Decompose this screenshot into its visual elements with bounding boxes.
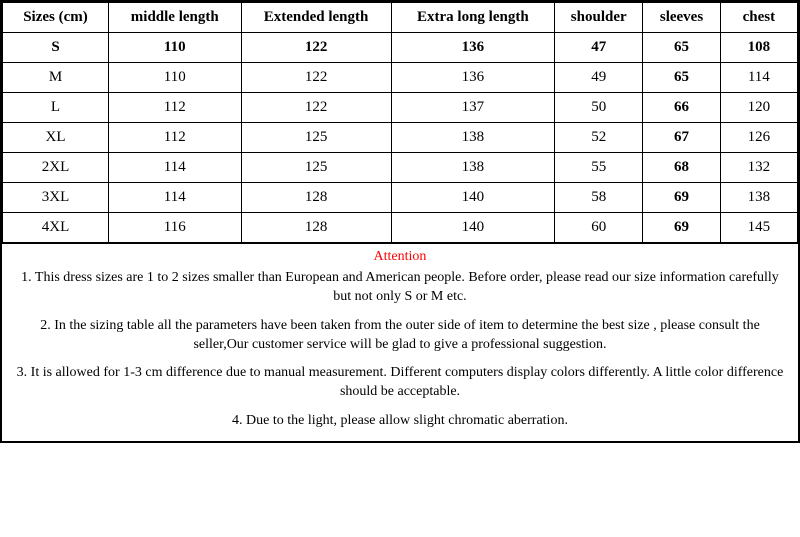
cell-sleeves: 67 — [643, 123, 720, 153]
cell-shoulder: 47 — [555, 33, 643, 63]
cell-middle: 110 — [109, 33, 242, 63]
cell-middle: 116 — [109, 213, 242, 243]
cell-size: XL — [3, 123, 109, 153]
cell-size: L — [3, 93, 109, 123]
cell-chest: 145 — [720, 213, 797, 243]
cell-sleeves: 69 — [643, 183, 720, 213]
cell-extended: 125 — [241, 123, 391, 153]
cell-chest: 138 — [720, 183, 797, 213]
table-row: 2XL1141251385568132 — [3, 153, 798, 183]
cell-extra: 138 — [391, 153, 554, 183]
header-extra-long-length: Extra long length — [391, 3, 554, 33]
cell-size: 2XL — [3, 153, 109, 183]
attention-note-1: 1. This dress sizes are 1 to 2 sizes sma… — [16, 269, 784, 307]
size-chart-container: Sizes (cm) middle length Extended length… — [0, 0, 800, 443]
cell-extra: 140 — [391, 183, 554, 213]
cell-extra: 136 — [391, 63, 554, 93]
cell-shoulder: 49 — [555, 63, 643, 93]
cell-chest: 126 — [720, 123, 797, 153]
attention-note-3: 3. It is allowed for 1-3 cm difference d… — [16, 364, 784, 402]
cell-extended: 122 — [241, 93, 391, 123]
cell-extended: 122 — [241, 33, 391, 63]
cell-shoulder: 58 — [555, 183, 643, 213]
header-chest: chest — [720, 3, 797, 33]
table-header-row: Sizes (cm) middle length Extended length… — [3, 3, 798, 33]
header-middle-length: middle length — [109, 3, 242, 33]
header-sleeves: sleeves — [643, 3, 720, 33]
table-body: S1101221364765108M1101221364965114L11212… — [3, 33, 798, 243]
table-row: 4XL1161281406069145 — [3, 213, 798, 243]
cell-size: 4XL — [3, 213, 109, 243]
cell-chest: 132 — [720, 153, 797, 183]
header-extended-length: Extended length — [241, 3, 391, 33]
cell-shoulder: 60 — [555, 213, 643, 243]
cell-middle: 114 — [109, 183, 242, 213]
cell-sleeves: 65 — [643, 33, 720, 63]
cell-extended: 125 — [241, 153, 391, 183]
cell-shoulder: 55 — [555, 153, 643, 183]
attention-title: Attention — [16, 248, 784, 267]
cell-sleeves: 66 — [643, 93, 720, 123]
table-row: M1101221364965114 — [3, 63, 798, 93]
cell-shoulder: 52 — [555, 123, 643, 153]
cell-extra: 137 — [391, 93, 554, 123]
cell-middle: 114 — [109, 153, 242, 183]
attention-note-4: 4. Due to the light, please allow slight… — [16, 412, 784, 431]
cell-chest: 114 — [720, 63, 797, 93]
cell-sleeves: 65 — [643, 63, 720, 93]
cell-extra: 136 — [391, 33, 554, 63]
attention-block: Attention 1. This dress sizes are 1 to 2… — [2, 243, 798, 441]
cell-shoulder: 50 — [555, 93, 643, 123]
attention-note-2: 2. In the sizing table all the parameter… — [16, 317, 784, 355]
cell-sleeves: 69 — [643, 213, 720, 243]
table-row: S1101221364765108 — [3, 33, 798, 63]
cell-sleeves: 68 — [643, 153, 720, 183]
cell-middle: 112 — [109, 93, 242, 123]
cell-middle: 112 — [109, 123, 242, 153]
cell-extended: 122 — [241, 63, 391, 93]
table-row: 3XL1141281405869138 — [3, 183, 798, 213]
cell-extended: 128 — [241, 183, 391, 213]
header-sizes: Sizes (cm) — [3, 3, 109, 33]
table-row: XL1121251385267126 — [3, 123, 798, 153]
cell-size: M — [3, 63, 109, 93]
cell-chest: 108 — [720, 33, 797, 63]
cell-extra: 140 — [391, 213, 554, 243]
table-row: L1121221375066120 — [3, 93, 798, 123]
size-table: Sizes (cm) middle length Extended length… — [2, 2, 798, 243]
header-shoulder: shoulder — [555, 3, 643, 33]
cell-chest: 120 — [720, 93, 797, 123]
cell-extended: 128 — [241, 213, 391, 243]
cell-size: S — [3, 33, 109, 63]
cell-middle: 110 — [109, 63, 242, 93]
cell-size: 3XL — [3, 183, 109, 213]
cell-extra: 138 — [391, 123, 554, 153]
